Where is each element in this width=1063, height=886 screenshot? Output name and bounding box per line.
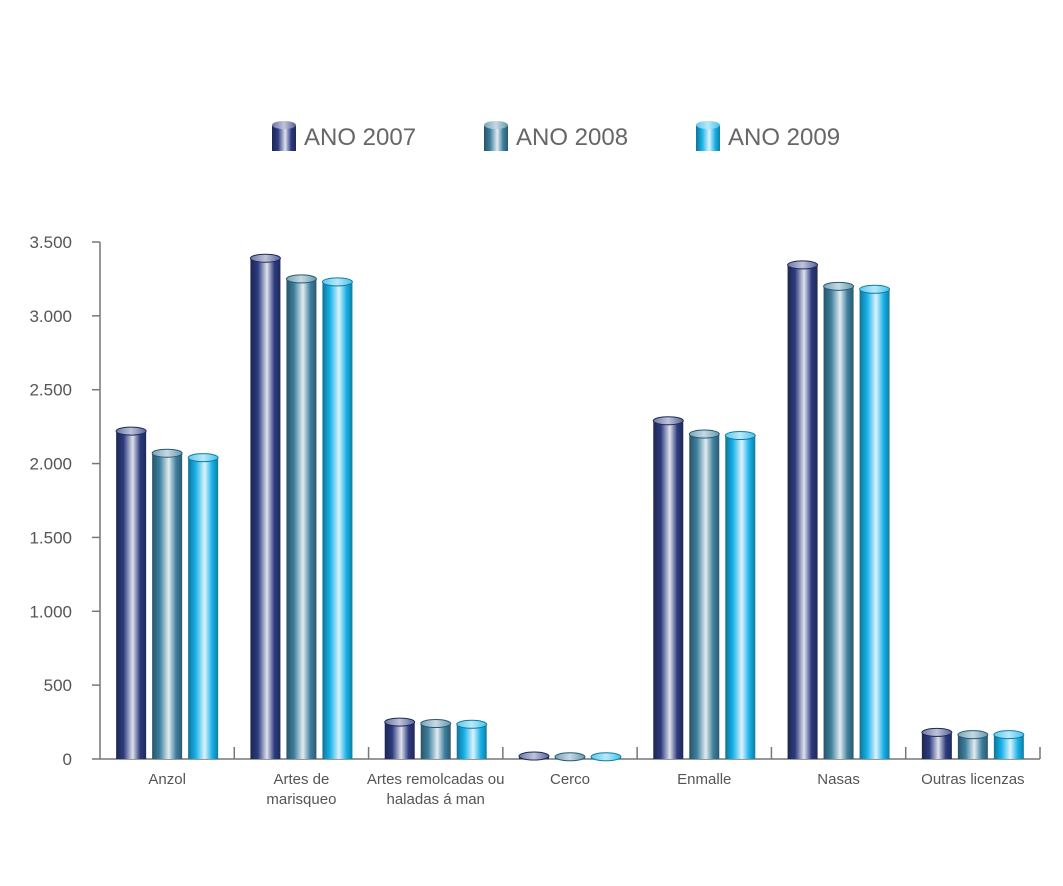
bar	[921, 727, 953, 759]
legend-label: ANO 2008	[516, 124, 628, 151]
bar	[456, 719, 488, 759]
x-tick-label: Anzol	[148, 771, 186, 788]
legend-label: ANO 2009	[728, 124, 840, 151]
bar	[724, 431, 756, 759]
y-tick-label: 500	[44, 676, 72, 695]
y-tick-label: 1.500	[29, 528, 72, 547]
bar	[787, 260, 819, 759]
bar	[957, 730, 989, 759]
x-tick-label: Nasas	[817, 771, 860, 788]
y-tick-label: 3.000	[29, 307, 72, 326]
bar	[652, 416, 684, 759]
y-tick-label: 2.500	[29, 381, 72, 400]
bar	[554, 752, 586, 762]
legend-icon	[696, 121, 720, 151]
bar	[823, 281, 855, 759]
x-tick-label: Enmalle	[677, 771, 732, 788]
y-tick-label: 3.500	[29, 233, 72, 252]
bar	[993, 730, 1025, 759]
legend-label: ANO 2007	[304, 124, 416, 151]
bar	[590, 752, 622, 762]
x-tick-label: Artes remolcadas ou haladas á man	[366, 771, 505, 808]
y-tick-label: 2.000	[29, 455, 72, 474]
bar	[518, 751, 550, 761]
legend-icon	[484, 121, 508, 151]
bar	[285, 274, 317, 759]
bar	[321, 277, 353, 759]
y-tick-label: 0	[63, 750, 72, 769]
bar	[115, 426, 147, 759]
x-tick-label: Cerco	[549, 771, 590, 788]
bar	[151, 448, 183, 759]
x-tick-label: Artes de marisqueo	[266, 771, 337, 808]
bar	[420, 719, 452, 759]
legend-icon	[272, 121, 296, 151]
bar	[249, 253, 281, 759]
bar	[859, 284, 891, 759]
bar	[688, 429, 720, 759]
bar	[187, 453, 219, 759]
x-tick-label: Outras licenzas	[921, 771, 1025, 788]
bar	[384, 717, 416, 759]
y-tick-label: 1.000	[29, 602, 72, 621]
